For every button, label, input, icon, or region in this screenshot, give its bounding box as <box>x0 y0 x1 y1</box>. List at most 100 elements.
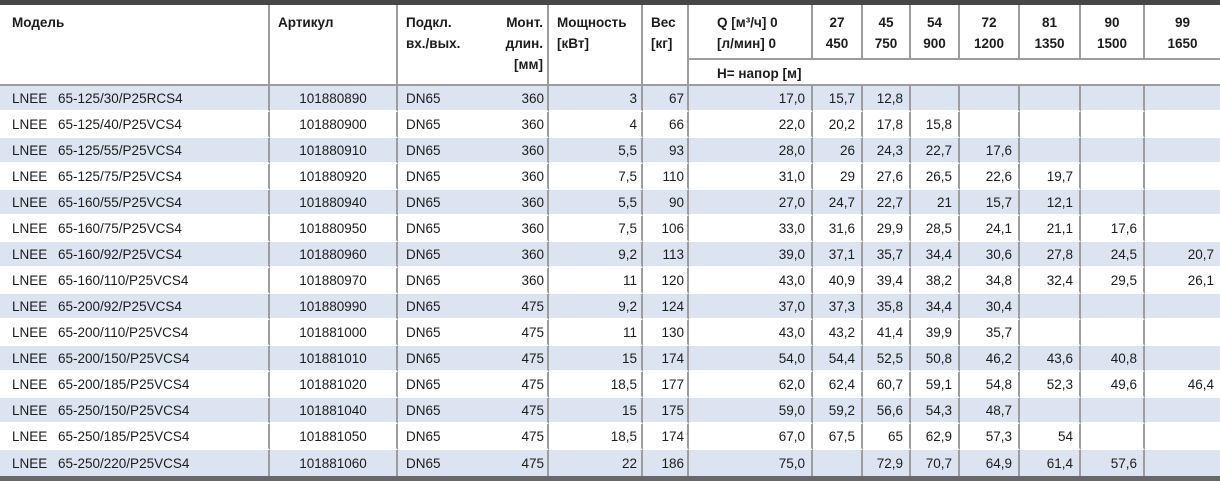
article-cell: 101880920 <box>270 164 398 190</box>
head-cell <box>1145 424 1220 450</box>
head-cell: 30,4 <box>960 294 1021 320</box>
connection-cell: DN65 <box>398 450 490 476</box>
head-cell <box>1145 320 1220 346</box>
head-cell: 65 <box>863 424 912 450</box>
head-cell: 15,7 <box>960 190 1021 216</box>
mount-length-cell: 475 <box>490 346 550 372</box>
head-cell: 43,2 <box>813 320 864 346</box>
head-cell: 24,3 <box>863 138 912 164</box>
column-header-connection-mount: Подкл. вх./вых. Монт. длин. [мм] <box>398 5 550 86</box>
head-cell: 28,5 <box>911 216 961 242</box>
power-cell: 9,2 <box>549 294 644 320</box>
head-cell: 20,7 <box>1145 242 1220 268</box>
model-series: LNEE <box>12 455 48 471</box>
column-header-flow-72: 72 1200 <box>960 5 1021 60</box>
head-cell <box>1020 294 1082 320</box>
power-cell: 15 <box>549 398 644 424</box>
article-cell: 101881040 <box>270 398 398 424</box>
model-code: 65-160/92/P25VCS4 <box>58 246 182 262</box>
head-cell: 33,0 <box>689 216 814 242</box>
model-code: 65-160/75/P25VCS4 <box>58 220 182 236</box>
power-cell: 11 <box>549 320 644 346</box>
head-cell: 17,0 <box>689 86 814 112</box>
head-cell: 15,8 <box>911 112 961 138</box>
weight-cell: 186 <box>643 450 690 476</box>
head-cell: 35,7 <box>863 242 912 268</box>
head-cell: 28,0 <box>689 138 814 164</box>
model-header-label: Модель <box>12 15 65 30</box>
head-cell <box>1145 216 1220 242</box>
model-series: LNEE <box>12 168 48 184</box>
mount-length-cell: 475 <box>490 450 550 476</box>
head-cell <box>1145 164 1220 190</box>
head-cell <box>1081 112 1146 138</box>
model-series: LNEE <box>12 272 48 288</box>
model-cell: LNEE 65-125/30/P25RCS4 <box>0 86 270 112</box>
table-row: LNEE 65-200/92/P25VCS4 101880990 DN65 475… <box>0 294 1220 320</box>
weight-cell: 66 <box>643 112 690 138</box>
head-cell: 54,8 <box>960 372 1021 398</box>
head-cell: 59,1 <box>911 372 961 398</box>
head-cell: 40,9 <box>813 268 864 294</box>
model-cell: LNEE 65-200/150/P25VCS4 <box>0 346 270 372</box>
power-cell: 11 <box>549 268 644 294</box>
power-cell: 22 <box>549 450 644 476</box>
head-cell: 19,7 <box>1020 164 1082 190</box>
power-cell: 18,5 <box>549 424 644 450</box>
article-header-label: Артикул <box>278 15 334 30</box>
head-cell <box>1081 86 1146 112</box>
table-row: LNEE 65-200/185/P25VCS4 101881020 DN65 47… <box>0 372 1220 398</box>
weight-cell: 90 <box>643 190 690 216</box>
connection-cell: DN65 <box>398 164 490 190</box>
head-cell <box>1020 320 1082 346</box>
column-header-flow-99: 99 1650 <box>1145 5 1220 60</box>
model-series: LNEE <box>12 90 48 106</box>
table-row: LNEE 65-160/55/P25VCS4 101880940 DN65 360… <box>0 190 1220 216</box>
head-cell: 27,8 <box>1020 242 1082 268</box>
mount-length-cell: 475 <box>490 320 550 346</box>
model-series: LNEE <box>12 350 48 366</box>
head-cell: 60,7 <box>863 372 912 398</box>
head-cell: 54 <box>1020 424 1082 450</box>
mount-length-cell: 360 <box>490 138 550 164</box>
weight-cell: 67 <box>643 86 690 112</box>
head-cell: 27,0 <box>689 190 814 216</box>
weight-cell: 174 <box>643 346 690 372</box>
model-code: 65-250/220/P25VCS4 <box>58 455 190 471</box>
head-cell: 27,6 <box>863 164 912 190</box>
head-cell: 29,5 <box>1081 268 1146 294</box>
column-header-flow-81: 81 1350 <box>1020 5 1082 60</box>
head-cell: 12,8 <box>863 86 912 112</box>
head-cell: 50,8 <box>911 346 961 372</box>
model-code: 65-200/150/P25VCS4 <box>58 350 190 366</box>
head-cell: 41,4 <box>863 320 912 346</box>
head-cell: 37,1 <box>813 242 864 268</box>
model-cell: LNEE 65-250/220/P25VCS4 <box>0 450 270 476</box>
head-cell <box>960 86 1021 112</box>
model-code: 65-125/75/P25VCS4 <box>58 168 182 184</box>
head-cell: 15,7 <box>813 86 864 112</box>
table-header: Модель Артикул Подкл. вх./вых. Монт. дли… <box>0 5 1220 86</box>
head-cell: 46,2 <box>960 346 1021 372</box>
table-row: LNEE 65-125/75/P25VCS4 101880920 DN65 360… <box>0 164 1220 190</box>
table-row: LNEE 65-125/55/P25VCS4 101880910 DN65 360… <box>0 138 1220 164</box>
head-cell: 20,2 <box>813 112 864 138</box>
weight-cell: 93 <box>643 138 690 164</box>
model-series: LNEE <box>12 428 48 444</box>
connection-cell: DN65 <box>398 294 490 320</box>
head-row-label: H= напор [м] <box>689 60 1220 86</box>
model-cell: LNEE 65-200/92/P25VCS4 <box>0 294 270 320</box>
article-cell: 101880990 <box>270 294 398 320</box>
article-cell: 101880900 <box>270 112 398 138</box>
head-cell <box>1081 294 1146 320</box>
head-cell <box>960 112 1021 138</box>
mount-length-cell: 360 <box>490 112 550 138</box>
model-code: 65-250/185/P25VCS4 <box>58 428 190 444</box>
head-cell <box>1145 398 1220 424</box>
head-cell: 22,0 <box>689 112 814 138</box>
head-cell: 32,4 <box>1020 268 1082 294</box>
connection-cell: DN65 <box>398 372 490 398</box>
weight-cell: 110 <box>643 164 690 190</box>
weight-cell: 174 <box>643 424 690 450</box>
mount-length-cell: 360 <box>490 164 550 190</box>
